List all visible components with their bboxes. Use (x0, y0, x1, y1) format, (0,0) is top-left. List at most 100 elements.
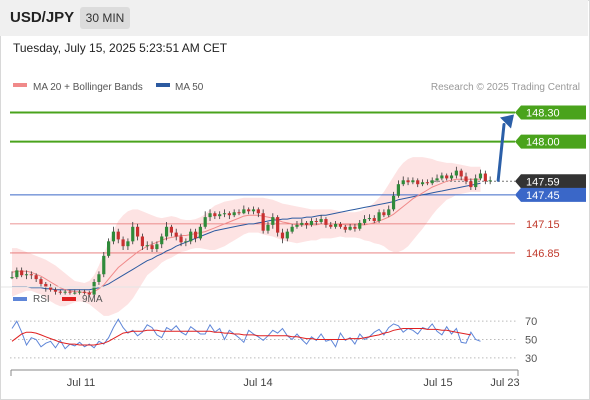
candle-body (256, 209, 260, 214)
candle-body (280, 232, 285, 239)
candle-body (49, 286, 53, 290)
candle-body (97, 274, 101, 282)
candle-body (227, 213, 231, 216)
candle-body (271, 217, 275, 225)
x-tick-label: Jul 14 (243, 377, 272, 389)
timeframe-badge[interactable]: 30 MIN (80, 7, 130, 29)
candle-body (338, 223, 343, 227)
candle-body (401, 180, 405, 185)
candle-body (396, 184, 400, 196)
source-credit: Research © 2025 Trading Central (431, 82, 580, 93)
legend-ma20-label: MA 20 + Bollinger Bands (33, 82, 143, 93)
candle-body (145, 245, 149, 247)
level-label-current: 147.59 (526, 176, 560, 188)
candle-body (121, 239, 125, 247)
candle-body (169, 226, 173, 233)
candle-body (213, 213, 217, 217)
legend-ma20-swatch (13, 83, 27, 87)
ma50-line (12, 182, 481, 291)
rsi-level-label: 30 (525, 353, 537, 365)
candle-body (416, 180, 420, 185)
candle-body (107, 241, 111, 256)
candle-body (232, 212, 236, 216)
instrument-title: USD/JPY (10, 9, 75, 26)
candle-body (387, 209, 391, 216)
rsi-level-label: 70 (525, 316, 537, 328)
candle-body (377, 212, 381, 221)
candle-body (440, 175, 444, 179)
level-tag-pivot (515, 187, 586, 202)
rsi-ma-line (11, 328, 471, 346)
candle-body (58, 291, 62, 293)
candle-body (164, 226, 169, 237)
candle-body (343, 226, 347, 230)
candle-body (353, 226, 357, 229)
x-tick-label: Jul 11 (67, 377, 96, 389)
x-tick-label: Jul 15 (423, 377, 452, 389)
candle-body (82, 291, 87, 293)
candle-body (266, 224, 270, 231)
candle-body (73, 292, 77, 294)
rsi-line (11, 318, 481, 350)
candle-body (24, 274, 29, 276)
candle-body (10, 277, 14, 279)
candle-body (92, 282, 96, 295)
rsi-level-label: 50 (525, 335, 537, 347)
candle-body (34, 275, 38, 280)
candle-body (15, 270, 19, 278)
candle-body (295, 224, 299, 227)
level-label-resistance: 148.30 (526, 108, 560, 120)
candle-body (251, 209, 256, 212)
candle-body (334, 223, 338, 227)
level-tag-resistance (515, 105, 586, 120)
candle-body (362, 219, 367, 223)
candle-body (319, 219, 323, 222)
candle-body (68, 291, 72, 293)
candle-body (425, 182, 429, 184)
candle-body (406, 180, 410, 183)
candle-body (285, 231, 289, 239)
candle-body (276, 217, 280, 233)
candle-body (488, 180, 492, 182)
candle-body (203, 217, 207, 227)
candle-body (78, 291, 82, 293)
legend-9ma-label: 9MA (82, 294, 103, 305)
legend-rsi-swatch (13, 297, 27, 301)
legend-ma50-label: MA 50 (175, 82, 204, 93)
candle-body (449, 175, 454, 179)
candle-body (87, 292, 91, 295)
candle-body (411, 180, 415, 183)
candle-body (63, 291, 67, 293)
candle-body (53, 289, 58, 292)
candle-body (140, 236, 145, 247)
candle-body (150, 245, 154, 250)
candle-body (300, 222, 304, 225)
candle-body (218, 214, 222, 217)
level-tag-resistance (515, 134, 586, 149)
candle-body (391, 195, 396, 210)
candle-body (126, 241, 130, 247)
candle-body (430, 180, 434, 184)
candle-body (445, 175, 449, 179)
candle-body (348, 226, 352, 230)
candle-body (184, 241, 188, 243)
candle-body (305, 222, 309, 225)
candle-body (474, 178, 478, 188)
candle-body (478, 173, 483, 179)
candle-body (324, 219, 328, 225)
timestamp: Tuesday, July 15, 2025 5:23:51 AM CET (13, 41, 228, 55)
legend-9ma-swatch (62, 297, 76, 301)
candle-body (469, 181, 473, 188)
candle-body (290, 226, 294, 232)
level-label-pivot: 147.45 (526, 190, 560, 202)
bollinger-band-fill (12, 157, 481, 316)
candle-body (102, 255, 106, 275)
candle-body (367, 218, 372, 220)
candle-body (459, 170, 463, 177)
candle-body (464, 176, 468, 182)
x-tick-label: Jul 23 (490, 377, 519, 389)
candle-body (135, 226, 140, 237)
candle-body (111, 231, 116, 242)
